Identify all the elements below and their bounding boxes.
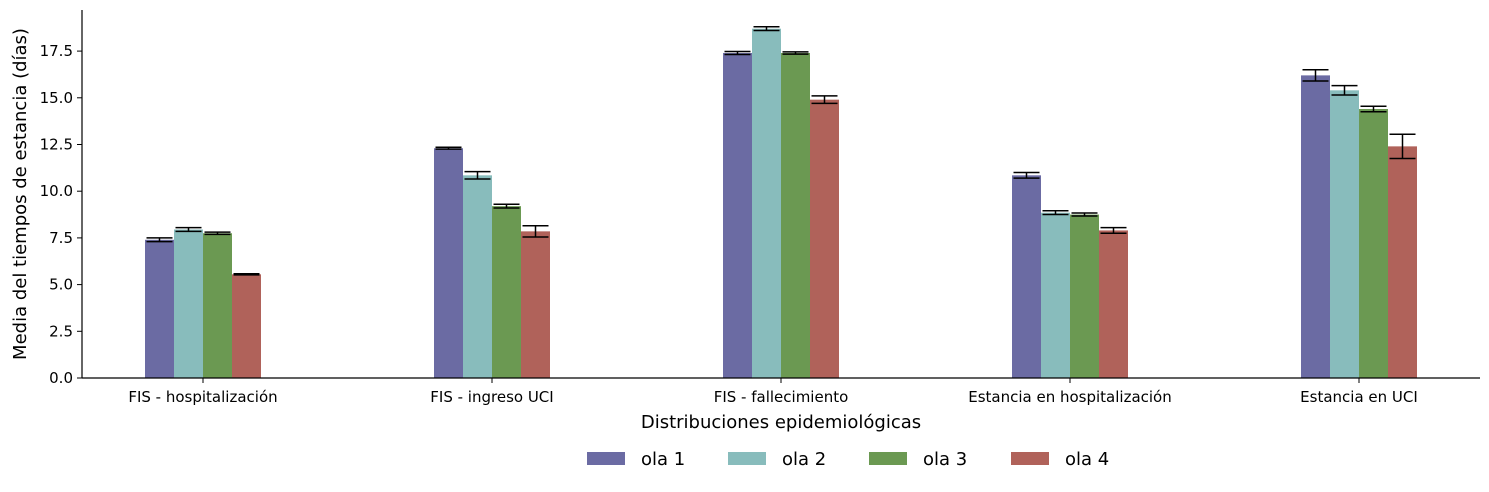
legend-label: ola 4 <box>1065 449 1109 470</box>
y-tick-label: 2.5 <box>49 322 73 340</box>
error-bar-ola-2-4 <box>1331 84 1358 96</box>
x-tick-label: FIS - ingreso UCI <box>430 388 553 406</box>
error-bar-ola-1-4 <box>1302 69 1329 82</box>
y-tick-label: 12.5 <box>40 135 73 153</box>
bar-ola-1-4 <box>1301 75 1330 378</box>
x-tick-label: Estancia en UCI <box>1300 388 1418 406</box>
error-bar-ola-2-0 <box>175 226 202 233</box>
bar-ola-4-1 <box>521 231 550 378</box>
x-tick-label: FIS - fallecimiento <box>714 388 849 406</box>
error-bar-ola-3-0 <box>204 231 231 236</box>
bar-ola-3-4 <box>1359 109 1388 379</box>
bar-ola-2-1 <box>463 175 492 378</box>
legend-swatch <box>1011 452 1049 465</box>
error-bar-ola-3-1 <box>493 203 520 209</box>
error-bar-ola-2-3 <box>1042 210 1069 216</box>
y-tick-label: 5.0 <box>49 276 73 294</box>
error-bar-ola-4-0 <box>233 273 260 276</box>
legend-swatch <box>869 452 907 465</box>
bar-ola-2-0 <box>174 229 203 378</box>
legend: ola 1 ola 2 ola 3 ola 4 <box>587 449 1109 470</box>
y-axis-title: Media del tiempos de estancia (días) <box>10 28 31 360</box>
error-bar-ola-1-0 <box>146 237 173 243</box>
error-bar-ola-3-3 <box>1071 212 1098 217</box>
legend-swatch <box>587 452 625 465</box>
error-bar-ola-3-4 <box>1360 105 1387 113</box>
bar-ola-2-4 <box>1330 90 1359 378</box>
bar-ola-3-1 <box>492 206 521 378</box>
y-tick-label: 10.0 <box>40 182 73 200</box>
error-bar-ola-4-1 <box>522 225 549 238</box>
bar-ola-3-3 <box>1070 214 1099 378</box>
x-ticks: FIS - hospitalización FIS - ingreso UCI FI… <box>128 378 1418 406</box>
bar-ola-2-2 <box>752 28 781 378</box>
bar-ola-4-0 <box>232 274 261 378</box>
x-tick-label: Estancia en hospitalización <box>968 388 1172 406</box>
bar-ola-1-3 <box>1012 175 1041 378</box>
error-bar-ola-4-3 <box>1100 226 1127 234</box>
error-bar-ola-2-1 <box>464 170 491 180</box>
error-bar-ola-4-2 <box>811 95 838 105</box>
bar-ola-1-2 <box>723 52 752 378</box>
y-tick-label: 7.5 <box>49 229 73 247</box>
error-bar-ola-1-1 <box>435 146 462 150</box>
bars-layer <box>145 28 1417 379</box>
legend-item-ola-1: ola 1 <box>587 449 685 470</box>
bar-ola-2-3 <box>1041 212 1070 378</box>
y-tick-label: 17.5 <box>40 42 73 60</box>
error-bar-ola-2-2 <box>753 26 780 32</box>
bar-ola-1-0 <box>145 239 174 378</box>
error-bars-layer <box>146 26 1416 276</box>
error-bar-ola-4-4 <box>1389 133 1416 160</box>
bar-ola-3-2 <box>781 52 810 378</box>
error-bar-ola-1-2 <box>724 50 751 56</box>
bar-ola-3-0 <box>203 233 232 378</box>
legend-label: ola 1 <box>641 449 685 470</box>
y-tick-label: 15.0 <box>40 89 73 107</box>
y-ticks: 0.0 2.5 5.0 7.5 10.0 12.5 15.0 17.5 <box>40 42 82 387</box>
legend-label: ola 3 <box>923 449 967 470</box>
legend-swatch <box>728 452 766 465</box>
y-tick-label: 0.0 <box>49 369 73 387</box>
bar-ola-4-3 <box>1099 230 1128 378</box>
error-bar-ola-1-3 <box>1013 171 1040 179</box>
bar-ola-1-1 <box>434 148 463 378</box>
x-tick-label: FIS - hospitalización <box>128 388 277 406</box>
legend-item-ola-3: ola 3 <box>869 449 967 470</box>
legend-item-ola-2: ola 2 <box>728 449 826 470</box>
legend-label: ola 2 <box>782 449 826 470</box>
bar-ola-4-4 <box>1388 146 1417 378</box>
x-axis-title: Distribuciones epidemiológicas <box>641 412 921 433</box>
bar-ola-4-2 <box>810 99 839 378</box>
error-bar-ola-3-2 <box>782 51 809 55</box>
legend-item-ola-4: ola 4 <box>1011 449 1109 470</box>
